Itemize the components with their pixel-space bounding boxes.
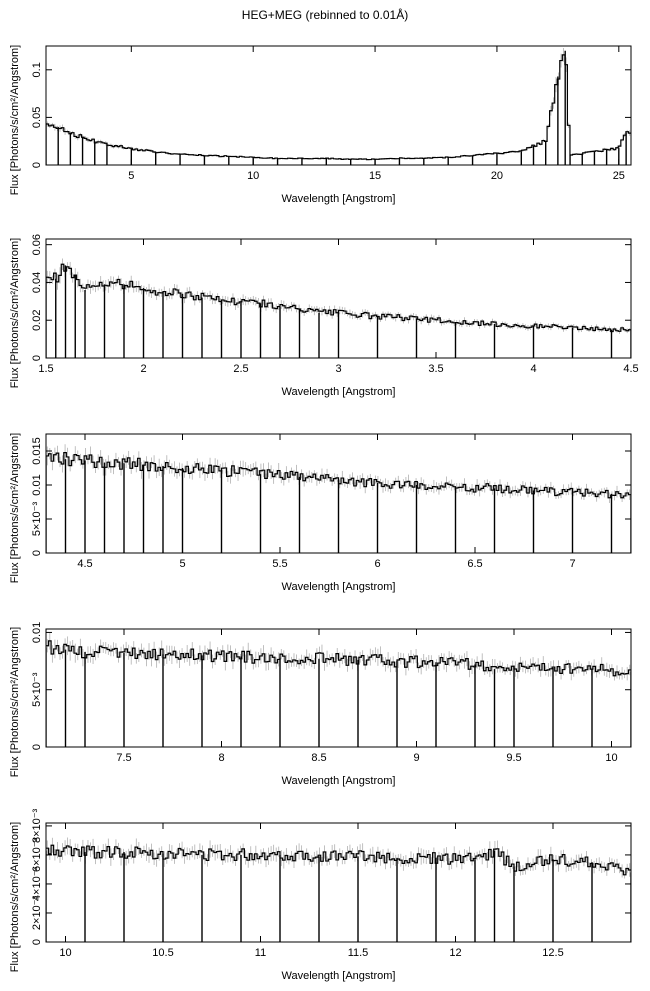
y-tick-label: 0.05 xyxy=(31,107,43,128)
x-tick-label: 6 xyxy=(374,558,380,570)
x-tick-label: 11.5 xyxy=(348,947,369,959)
x-tick-label: 9.5 xyxy=(506,752,521,764)
x-tick-label: 8 xyxy=(218,752,224,764)
y-tick-label: 0 xyxy=(31,355,43,361)
chart-panel-4: 7.5 8 8.5 9 9.5 10 0 5×10⁻³ 0.01 Wavelength [Angs… xyxy=(9,622,632,787)
y-tick-label: 0 xyxy=(31,744,43,750)
x-tick-label: 9 xyxy=(413,752,419,764)
x-tick-label: 4.5 xyxy=(77,558,92,570)
y-axis-label: Flux [Photons/s/cm²/Angstrom] xyxy=(9,45,21,195)
x-tick-label: 10 xyxy=(59,947,71,959)
x-axis-label: Wavelength [Angstrom] xyxy=(282,970,396,982)
data-points xyxy=(46,50,627,165)
chart-panel-3: 4.5 5 5.5 6 6.5 7 0 5×10⁻³ 0.01 0.015 Wavelength [… xyxy=(9,433,632,593)
chart-panel-1: 5 10 15 20 25 0 0.05 0.1 Wavelength [Angstrom] Fl… xyxy=(9,45,632,205)
y-tick-label: 0.01 xyxy=(31,622,43,643)
x-tick-label: 11 xyxy=(255,947,266,959)
y-tick-label: 0 xyxy=(31,939,43,945)
x-axis-label: Wavelength [Angstrom] xyxy=(282,775,396,787)
y-tick-label: 4×10⁻³ xyxy=(31,866,43,901)
x-tick-label: 3.5 xyxy=(428,363,443,375)
chart-panel-2: 1.5 2 2.5 3 3.5 4 4.5 0 0.02 0.04 0.06 Wavelength [… xyxy=(9,234,639,398)
y-tick-label: 0.02 xyxy=(31,310,43,331)
x-tick-label: 15 xyxy=(369,170,381,182)
spectrum-histogram xyxy=(46,844,631,876)
plot-frame xyxy=(45,45,632,166)
spectrum-histogram xyxy=(46,54,631,161)
x-tick-label: 20 xyxy=(491,170,503,182)
x-tick-label: 8.5 xyxy=(311,752,326,764)
x-axis-label: Wavelength [Angstrom] xyxy=(282,581,396,593)
plot-frame xyxy=(45,628,632,748)
x-tick-label: 10 xyxy=(605,752,617,764)
x-tick-label: 7 xyxy=(569,558,575,570)
spectrum-histogram xyxy=(46,640,631,677)
y-axis-label: Flux [Photons/s/cm²/Angstrom] xyxy=(9,238,21,388)
x-tick-label: 12.5 xyxy=(542,947,563,959)
y-tick-label: 0 xyxy=(31,550,43,556)
x-tick-label: 1.5 xyxy=(38,363,53,375)
plot-frame xyxy=(45,433,632,554)
data-points xyxy=(46,456,631,553)
x-axis-label: Wavelength [Angstrom] xyxy=(282,193,396,205)
x-axis-label: Wavelength [Angstrom] xyxy=(282,386,396,398)
x-tick-label: 5 xyxy=(179,558,185,570)
x-tick-label: 7.5 xyxy=(116,752,131,764)
y-tick-label: 5×10⁻³ xyxy=(31,672,43,707)
y-tick-label: 5×10⁻³ xyxy=(31,502,43,537)
x-tick-label: 3 xyxy=(335,363,341,375)
x-tick-label: 6.5 xyxy=(467,558,482,570)
y-tick-label: 6×10⁻³ xyxy=(31,837,43,872)
x-tick-label: 5.5 xyxy=(272,558,287,570)
y-axis-label: Flux [Photons/s/cm²/Angstrom] xyxy=(9,822,21,972)
x-tick-label: 4 xyxy=(530,363,536,375)
x-tick-label: 12 xyxy=(449,947,461,959)
x-tick-label: 10.5 xyxy=(152,947,173,959)
y-tick-label: 0.015 xyxy=(31,437,43,465)
plot-frame xyxy=(45,822,632,943)
y-tick-label: 0 xyxy=(31,162,43,168)
y-tick-label: 0.01 xyxy=(31,474,43,495)
y-tick-label: 0.1 xyxy=(31,62,43,77)
chart-panel-5: 10 10.5 11 11.5 12 12.5 0 2×10⁻³4×10⁻³6×10⁻³8×1… xyxy=(9,808,632,982)
y-tick-label: 8×10⁻³ xyxy=(31,808,43,843)
x-tick-label: 10 xyxy=(247,170,259,182)
x-tick-label: 25 xyxy=(613,170,625,182)
x-tick-label: 4.5 xyxy=(623,363,638,375)
x-tick-label: 5 xyxy=(128,170,134,182)
data-points xyxy=(46,647,631,747)
x-tick-label: 2.5 xyxy=(233,363,248,375)
y-tick-label: 0.06 xyxy=(31,234,43,255)
x-tick-label: 2 xyxy=(140,363,146,375)
y-axis-label: Flux [Photons/s/cm²/Angstrom] xyxy=(9,433,21,583)
figure-title: HEG+MEG (rebinned to 0.01Å) xyxy=(241,8,409,22)
y-tick-label: 2×10⁻³ xyxy=(31,896,43,931)
y-axis-label: Flux [Photons/s/cm²/Angstrom] xyxy=(9,627,21,777)
data-points xyxy=(46,850,631,942)
y-tick-label: 0.04 xyxy=(31,272,43,293)
